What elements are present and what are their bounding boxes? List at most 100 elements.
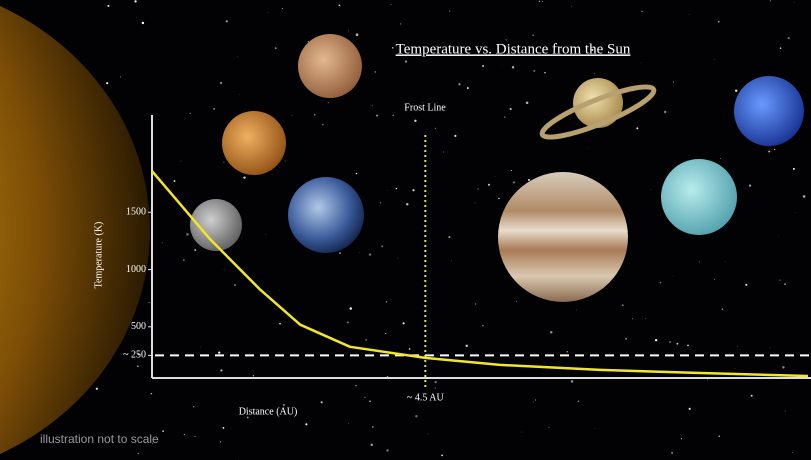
star: [348, 30, 349, 32]
star: [505, 39, 507, 41]
star: [443, 151, 445, 153]
star: [577, 400, 580, 402]
star: [779, 47, 782, 49]
star: [365, 339, 367, 341]
star: [192, 405, 195, 408]
star: [186, 233, 189, 236]
star: [511, 66, 515, 69]
star: [161, 242, 163, 244]
star: [680, 438, 683, 440]
star: [346, 321, 349, 324]
star: [663, 110, 667, 114]
star: [434, 381, 437, 384]
star: [714, 59, 715, 60]
star: [218, 351, 221, 354]
star: [137, 365, 139, 367]
star: [194, 249, 197, 251]
star: [528, 179, 531, 182]
star: [234, 284, 236, 286]
star: [392, 114, 394, 116]
star: [454, 134, 457, 137]
star: [516, 300, 517, 302]
star: [371, 105, 373, 107]
star: [782, 366, 785, 369]
star: [162, 430, 164, 432]
star: [645, 318, 646, 319]
star: [687, 344, 689, 347]
star: [719, 157, 721, 159]
star: [148, 302, 150, 303]
star: [199, 346, 201, 348]
star: [659, 281, 662, 284]
star: [180, 160, 182, 162]
star: [575, 309, 577, 311]
y-tick-label: 1500: [126, 207, 146, 218]
star: [427, 433, 429, 435]
star: [183, 434, 185, 436]
star: [141, 21, 145, 25]
star: [320, 401, 323, 404]
chart-title: Temperature vs. Distance from the Sun: [396, 41, 631, 57]
star: [173, 180, 176, 182]
star: [370, 443, 373, 447]
star: [279, 322, 281, 325]
annotation: illustration not to scale: [40, 432, 159, 446]
star: [482, 64, 485, 67]
star: [724, 261, 726, 262]
star: [338, 4, 341, 7]
star: [355, 172, 358, 175]
star: [402, 322, 405, 325]
star: [385, 301, 388, 303]
star: [542, 0, 544, 2]
star: [381, 245, 384, 248]
star: [474, 303, 477, 305]
star: [339, 252, 341, 255]
star: [222, 427, 225, 429]
star: [321, 123, 324, 126]
star: [414, 119, 417, 122]
star: [279, 289, 281, 291]
star: [349, 307, 352, 310]
star: [745, 283, 748, 286]
star: [415, 414, 418, 418]
star: [650, 189, 652, 190]
star: [721, 308, 723, 310]
star: [790, 81, 791, 83]
star: [355, 33, 359, 36]
star: [487, 183, 491, 186]
venus: [222, 111, 286, 175]
star: [504, 116, 506, 118]
star: [671, 451, 674, 454]
star: [282, 403, 285, 406]
star: [474, 202, 476, 204]
star: [773, 148, 776, 151]
star: [152, 442, 154, 444]
star: [219, 441, 222, 443]
star: [355, 384, 357, 387]
star: [532, 34, 534, 36]
star: [265, 234, 267, 236]
star: [379, 202, 382, 204]
star: [347, 423, 349, 424]
star: [458, 83, 461, 86]
star: [284, 160, 286, 162]
star: [395, 187, 398, 190]
star: [119, 76, 121, 78]
star: [450, 260, 452, 262]
star: [385, 333, 387, 335]
star: [784, 283, 786, 285]
star: [544, 71, 546, 74]
star: [267, 12, 269, 13]
star: [676, 342, 679, 345]
star: [305, 423, 308, 426]
star: [734, 368, 736, 369]
star: [477, 188, 479, 190]
star: [219, 81, 223, 85]
star: [593, 73, 595, 75]
star: [213, 107, 216, 110]
star: [107, 4, 110, 7]
star: [364, 396, 366, 399]
star: [252, 375, 255, 377]
saturn: [539, 78, 657, 140]
